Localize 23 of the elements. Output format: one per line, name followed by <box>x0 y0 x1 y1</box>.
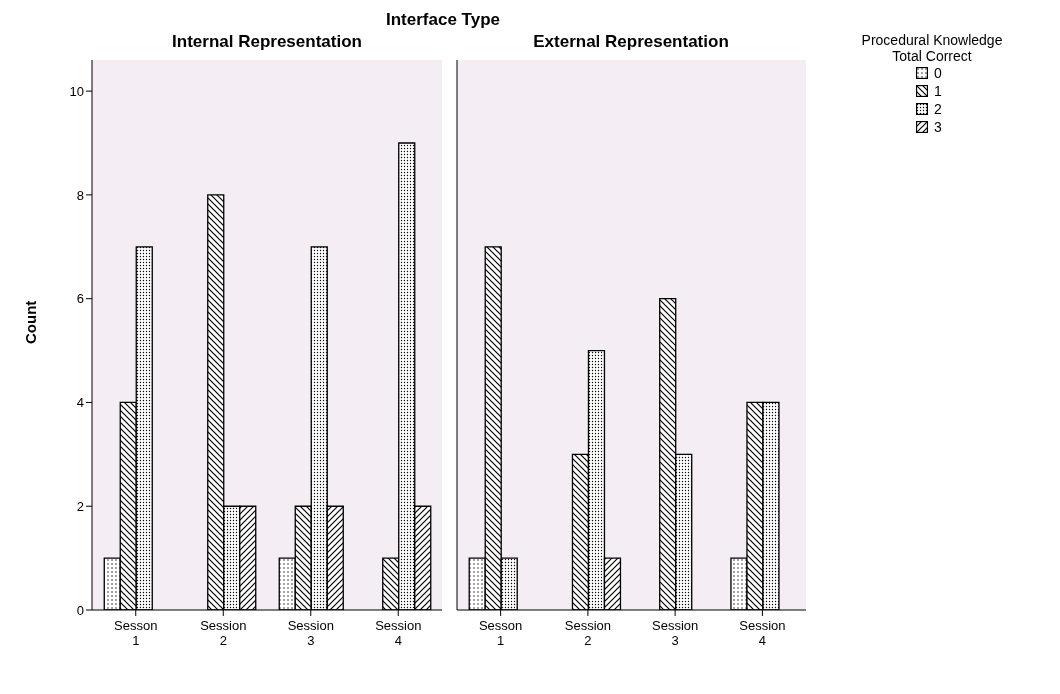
x-tick-label: Session 3 <box>287 618 334 648</box>
legend-title: Procedural Knowledge Total Correct <box>860 32 1004 64</box>
x-tick-label: Session 4 <box>375 618 422 648</box>
y-axis-title: Count <box>22 300 39 344</box>
y-tick-label: 4 <box>76 395 84 411</box>
legend-label: 2 <box>934 101 943 117</box>
chart-title: Internal Representation <box>171 32 363 53</box>
x-tick-label: Session 2 <box>564 618 611 648</box>
legend-label: 3 <box>934 119 943 135</box>
text: Interface Type <box>385 10 501 30</box>
x-tick-label: Session 2 <box>200 618 247 648</box>
y-tick-label: 0 <box>76 602 84 618</box>
y-tick-label: 6 <box>76 291 84 307</box>
legend-label: 0 <box>934 65 943 81</box>
x-tick-label: Sesson 1 <box>114 618 158 648</box>
y-tick-label: 8 <box>76 187 84 203</box>
y-tick-label: 10 <box>69 83 84 99</box>
x-tick-label: Session 3 <box>652 618 699 648</box>
chart-title: External Representation <box>532 32 730 53</box>
x-tick-label: Sesson 1 <box>478 618 523 648</box>
y-tick-label: 2 <box>76 498 84 514</box>
x-tick-label: Session 4 <box>739 618 786 648</box>
legend-label: 1 <box>934 83 943 99</box>
